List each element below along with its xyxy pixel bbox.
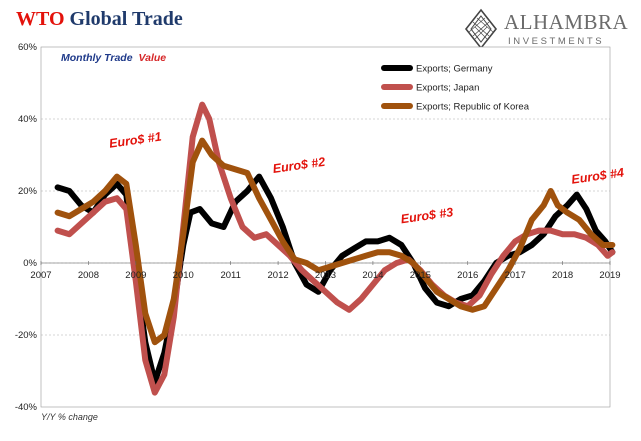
x-tick-label: 2015 [410, 270, 431, 281]
y-tick-label: 0% [23, 258, 37, 269]
x-tick-label: 2013 [315, 270, 336, 281]
x-tick-label: 2007 [30, 270, 51, 281]
y-tick-label: -40% [15, 402, 38, 413]
title-global-trade: Global Trade [69, 8, 183, 30]
chart-title: WTO Global Trade [16, 8, 183, 31]
series-line [54, 173, 616, 385]
series-line [54, 137, 616, 346]
legend-label: Exports; Japan [416, 83, 479, 94]
x-tick-label: 2012 [268, 270, 289, 281]
x-tick-label: 2014 [362, 270, 383, 281]
y-tick-label: -20% [15, 330, 38, 341]
alhambra-logo: ALHAMBRA INVESTMENTS [464, 8, 634, 52]
x-tick-label: 2017 [505, 270, 526, 281]
y-tick-label: 40% [18, 114, 38, 125]
subtitle-monthly-trade: Monthly Trade [61, 52, 133, 64]
x-tick-label: 2011 [220, 270, 240, 281]
logo-tagline: INVESTMENTS [508, 36, 605, 47]
x-tick-label: 2018 [552, 270, 573, 281]
x-tick-label: 2019 [599, 270, 620, 281]
y-tick-label: 20% [18, 186, 38, 197]
x-tick-label: 2009 [125, 270, 146, 281]
legend: Exports; Germany Exports; Japan Exports; R… [381, 64, 530, 113]
y-tick-label: 60% [18, 42, 38, 53]
legend-label: Exports; Germany [416, 64, 493, 75]
title-wto: WTO [16, 8, 65, 30]
y-axis-note: Y/Y % change [41, 412, 98, 422]
chart-subtitle: Monthly Trade Value [61, 52, 166, 64]
x-tick-label: 2010 [173, 270, 194, 281]
series-layer [54, 101, 616, 396]
logo-name: ALHAMBRA [504, 10, 629, 34]
axis-layer: -40% -20% 0% 20% 40% 60% 2007 2008 2009 2010 2011 2… [15, 42, 621, 413]
x-tick-label: 2016 [457, 270, 478, 281]
subtitle-value: Value [138, 52, 166, 64]
x-tick-label: 2008 [78, 270, 99, 281]
legend-label: Exports; Republic of Korea [416, 102, 530, 113]
